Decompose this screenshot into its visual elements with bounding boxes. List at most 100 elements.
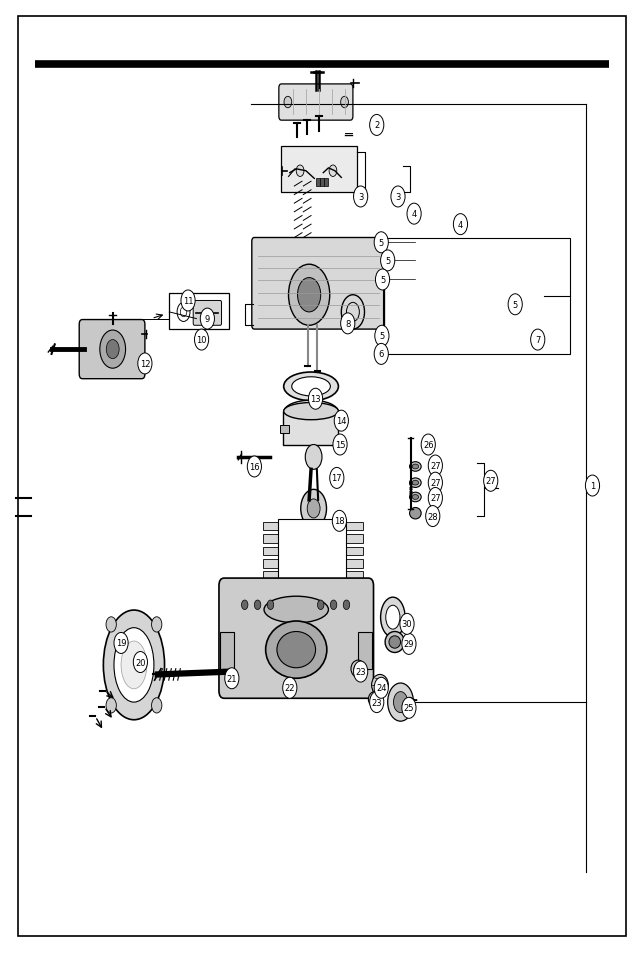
- Circle shape: [428, 456, 442, 476]
- Ellipse shape: [264, 597, 328, 623]
- Text: 3: 3: [358, 193, 363, 202]
- Text: 19: 19: [116, 639, 126, 648]
- Ellipse shape: [386, 606, 400, 630]
- Text: 20: 20: [135, 658, 146, 667]
- FancyBboxPatch shape: [252, 238, 384, 330]
- Circle shape: [225, 668, 239, 689]
- Text: 28: 28: [428, 512, 438, 521]
- Circle shape: [374, 233, 388, 253]
- Circle shape: [453, 214, 468, 235]
- FancyBboxPatch shape: [193, 301, 222, 326]
- Circle shape: [370, 115, 384, 136]
- Text: 1: 1: [590, 481, 595, 491]
- Bar: [263, 535, 363, 543]
- Text: 8: 8: [345, 319, 350, 329]
- Circle shape: [151, 698, 162, 713]
- Ellipse shape: [114, 628, 154, 702]
- Circle shape: [106, 340, 119, 359]
- Text: DOC: DOC: [410, 479, 415, 493]
- Ellipse shape: [351, 660, 365, 678]
- Circle shape: [370, 692, 384, 713]
- Text: 25: 25: [404, 703, 414, 713]
- Ellipse shape: [412, 481, 419, 486]
- Circle shape: [200, 309, 214, 330]
- Circle shape: [407, 204, 421, 225]
- Circle shape: [333, 435, 347, 456]
- Ellipse shape: [283, 403, 339, 420]
- Circle shape: [374, 678, 388, 699]
- Circle shape: [375, 270, 390, 291]
- Circle shape: [393, 692, 408, 713]
- Text: 21: 21: [227, 674, 237, 683]
- Circle shape: [375, 326, 389, 347]
- Ellipse shape: [381, 598, 405, 638]
- Circle shape: [254, 600, 261, 610]
- Text: 26: 26: [423, 440, 433, 450]
- Bar: [281, 147, 357, 193]
- Text: 22: 22: [285, 683, 295, 693]
- Ellipse shape: [103, 611, 165, 720]
- Circle shape: [388, 683, 413, 721]
- Bar: [316, 179, 320, 187]
- Circle shape: [354, 661, 368, 682]
- Text: 17: 17: [332, 474, 342, 483]
- Circle shape: [138, 354, 152, 375]
- Text: 12: 12: [140, 359, 150, 369]
- Bar: [278, 519, 346, 610]
- Text: 11: 11: [183, 296, 193, 306]
- Circle shape: [508, 294, 522, 315]
- Circle shape: [374, 344, 388, 365]
- Text: 16: 16: [249, 462, 260, 472]
- Text: 5: 5: [385, 256, 390, 266]
- Circle shape: [354, 187, 368, 208]
- FancyBboxPatch shape: [219, 578, 374, 699]
- Text: 2: 2: [374, 121, 379, 131]
- Ellipse shape: [121, 641, 147, 689]
- Circle shape: [242, 600, 248, 610]
- Text: 7: 7: [535, 335, 540, 345]
- Circle shape: [329, 166, 337, 177]
- Circle shape: [307, 499, 320, 518]
- Text: 4: 4: [458, 220, 463, 230]
- Circle shape: [305, 445, 322, 470]
- Ellipse shape: [410, 493, 421, 502]
- Ellipse shape: [354, 664, 362, 674]
- Bar: [169, 294, 229, 330]
- Text: 4: 4: [412, 210, 417, 219]
- Text: 5: 5: [513, 300, 518, 310]
- Bar: [263, 547, 363, 556]
- Ellipse shape: [410, 478, 421, 488]
- Circle shape: [296, 166, 304, 177]
- Circle shape: [428, 488, 442, 509]
- Circle shape: [301, 490, 327, 528]
- Ellipse shape: [277, 632, 316, 668]
- Circle shape: [531, 330, 545, 351]
- Bar: [220, 633, 234, 669]
- Circle shape: [332, 511, 346, 532]
- Text: 3: 3: [395, 193, 401, 202]
- Circle shape: [106, 618, 117, 633]
- Text: 24: 24: [376, 683, 386, 693]
- Circle shape: [381, 251, 395, 272]
- Text: 9: 9: [205, 314, 210, 324]
- Ellipse shape: [412, 496, 419, 499]
- Text: 27: 27: [430, 478, 440, 488]
- Circle shape: [317, 600, 324, 610]
- Circle shape: [267, 600, 274, 610]
- Bar: [383, 238, 570, 355]
- Circle shape: [133, 652, 147, 673]
- Text: 30: 30: [402, 619, 412, 629]
- Text: 6: 6: [379, 350, 384, 359]
- Circle shape: [114, 633, 128, 654]
- Ellipse shape: [292, 377, 330, 396]
- Circle shape: [283, 678, 297, 699]
- Text: 5: 5: [379, 238, 384, 248]
- Bar: [358, 633, 372, 669]
- Ellipse shape: [412, 465, 419, 470]
- Circle shape: [289, 265, 330, 326]
- Circle shape: [343, 600, 350, 610]
- Circle shape: [334, 411, 348, 432]
- Ellipse shape: [410, 462, 421, 472]
- Circle shape: [247, 456, 261, 477]
- Bar: [263, 559, 363, 568]
